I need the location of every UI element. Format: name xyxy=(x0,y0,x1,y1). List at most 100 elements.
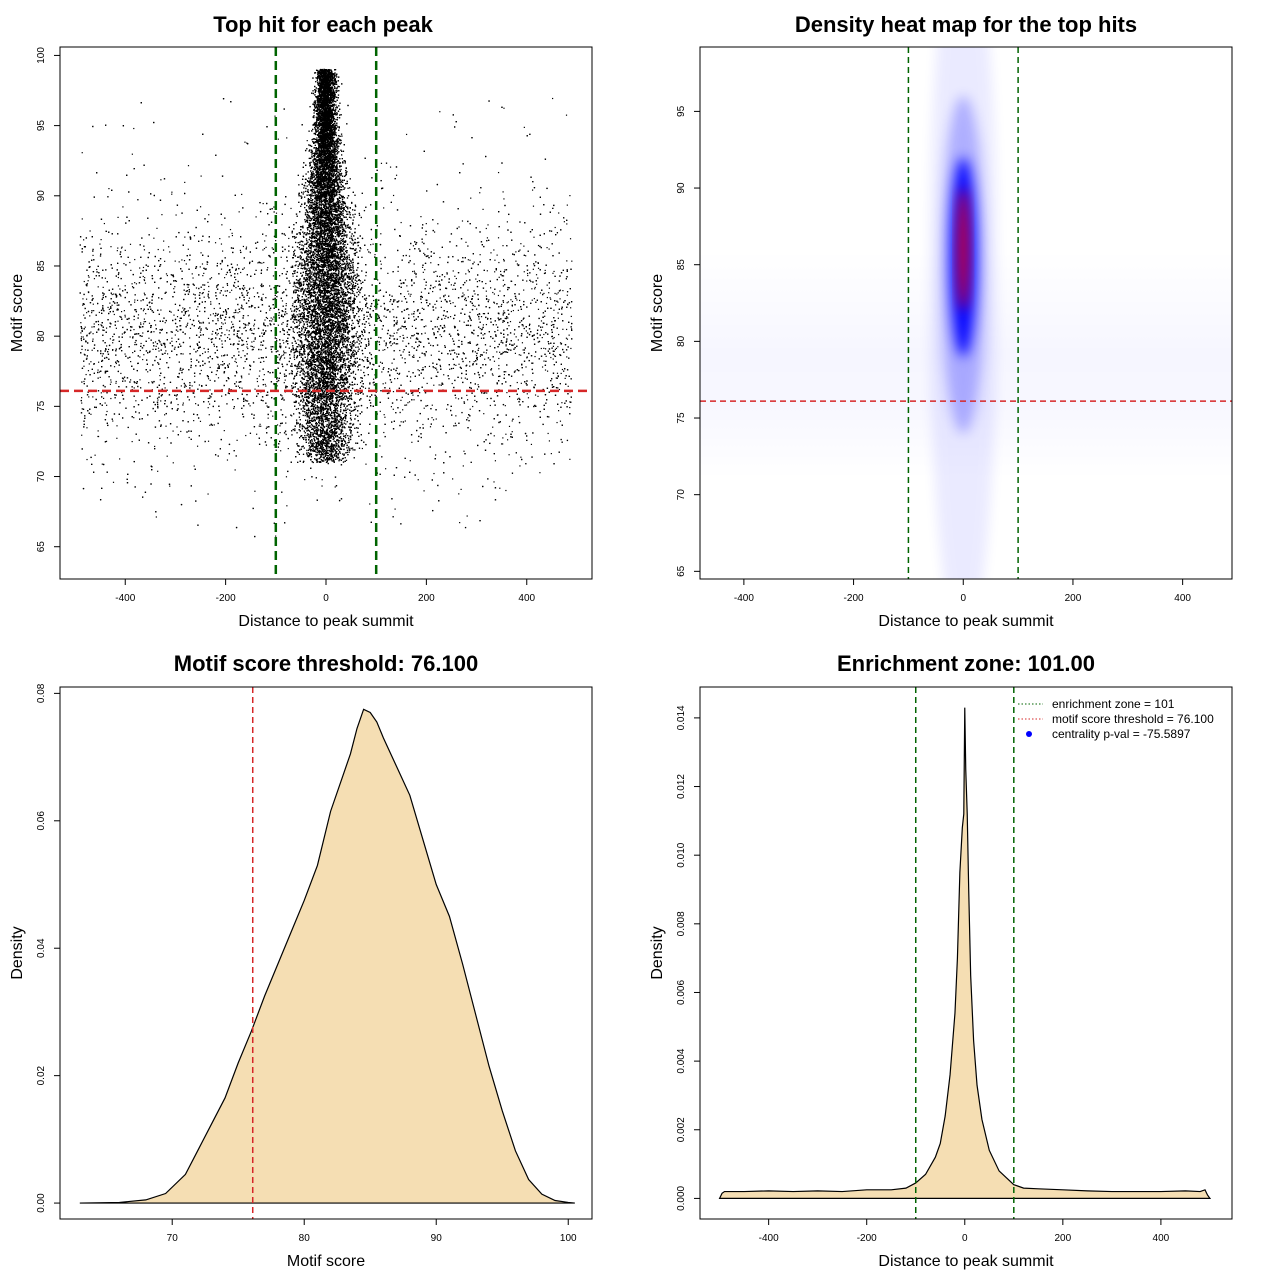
scatter-point xyxy=(473,361,475,363)
scatter-point xyxy=(331,319,333,321)
scatter-point xyxy=(134,299,136,301)
scatter-point xyxy=(244,287,246,289)
scatter-point xyxy=(510,299,512,301)
scatter-point xyxy=(330,349,332,351)
scatter-point xyxy=(134,258,136,261)
scatter-point xyxy=(390,406,393,408)
scatter-point xyxy=(121,333,123,335)
scatter-point xyxy=(190,361,192,363)
scatter-point xyxy=(521,342,524,344)
scatter-point xyxy=(143,249,146,251)
scatter-point xyxy=(115,380,117,383)
scatter-point xyxy=(469,365,471,367)
scatter-point xyxy=(221,224,223,226)
scatter-point xyxy=(329,340,331,342)
scatter-point xyxy=(568,334,570,336)
scatter-point xyxy=(108,188,110,190)
scatter-point xyxy=(171,193,173,195)
scatter-point xyxy=(433,472,435,475)
scatter-point xyxy=(148,337,150,339)
scatter-point xyxy=(429,426,432,428)
scatter-point xyxy=(215,286,218,288)
scatter-point xyxy=(91,349,93,351)
scatter-point xyxy=(531,380,533,382)
scatter-point xyxy=(170,401,172,403)
scatter-point xyxy=(502,285,504,287)
scatter-point xyxy=(283,382,285,384)
scatter-point xyxy=(164,260,166,262)
scatter-point xyxy=(110,246,112,248)
scatter-point xyxy=(302,373,304,375)
scatter-point xyxy=(362,335,364,337)
scatter-point xyxy=(301,327,303,329)
scatter-point xyxy=(293,316,295,319)
scatter-point xyxy=(83,314,85,316)
scatter-point xyxy=(452,270,454,272)
scatter-point xyxy=(423,278,425,281)
scatter-point xyxy=(540,347,542,350)
scatter-point xyxy=(208,214,210,216)
scatter-point xyxy=(273,316,275,318)
scatter-point xyxy=(273,382,275,385)
scatter-point xyxy=(324,393,326,395)
scatter-point xyxy=(544,369,547,371)
scatter-point xyxy=(514,370,516,372)
scatter-point xyxy=(139,356,141,358)
scatter-point xyxy=(93,323,95,325)
scatter-point xyxy=(182,402,184,404)
scatter-point xyxy=(266,405,268,407)
scatter-point xyxy=(380,233,382,235)
scatter-point xyxy=(282,310,284,313)
scatter-point xyxy=(82,304,84,306)
scatter-point xyxy=(93,310,95,312)
scatter-point xyxy=(285,422,287,424)
scatter-point xyxy=(121,391,123,394)
scatter-point xyxy=(478,318,480,320)
scatter-point xyxy=(523,271,525,273)
scatter-point xyxy=(497,237,500,239)
scatter-point xyxy=(423,407,425,409)
scatter-point xyxy=(165,350,167,352)
scatter-point xyxy=(297,260,299,262)
scatter-point xyxy=(144,320,147,323)
scatter-point xyxy=(380,162,383,164)
scatter-point xyxy=(165,273,168,275)
scatter-point xyxy=(285,305,287,307)
scatter-point xyxy=(207,401,210,403)
scatter-point xyxy=(314,393,316,395)
scatter-point xyxy=(101,463,103,465)
scatter-point xyxy=(423,377,425,379)
scatter-point xyxy=(265,316,268,319)
scatter-point xyxy=(359,381,362,384)
scatter-point xyxy=(245,434,247,437)
scatter-point xyxy=(292,303,294,305)
scatter-point xyxy=(189,327,192,329)
scatter-point xyxy=(331,304,333,306)
scatter-point xyxy=(181,378,183,381)
scatter-point xyxy=(544,348,547,350)
scatter-point xyxy=(97,369,99,371)
scatter-point xyxy=(244,360,246,363)
scatter-point xyxy=(464,299,466,301)
scatter-point xyxy=(402,409,404,411)
scatter-point xyxy=(119,315,121,318)
scatter-point xyxy=(462,292,464,294)
scatter-point xyxy=(551,321,553,323)
scatter-point xyxy=(389,166,392,168)
scatter-point xyxy=(225,273,227,276)
scatter-point xyxy=(462,465,464,467)
scatter-point xyxy=(348,354,350,356)
scatter-point xyxy=(440,306,442,308)
scatter-point xyxy=(293,331,295,333)
scatter-point xyxy=(511,305,513,307)
scatter-point xyxy=(316,432,319,434)
scatter-point xyxy=(241,387,243,389)
scatter-point xyxy=(311,344,313,346)
scatter-point xyxy=(269,309,271,311)
scatter-point xyxy=(463,401,465,403)
scatter-point xyxy=(138,325,141,327)
scatter-point xyxy=(132,336,134,338)
scatter-point xyxy=(241,307,243,309)
scatter-point xyxy=(256,377,258,380)
scatter-point xyxy=(432,419,435,421)
